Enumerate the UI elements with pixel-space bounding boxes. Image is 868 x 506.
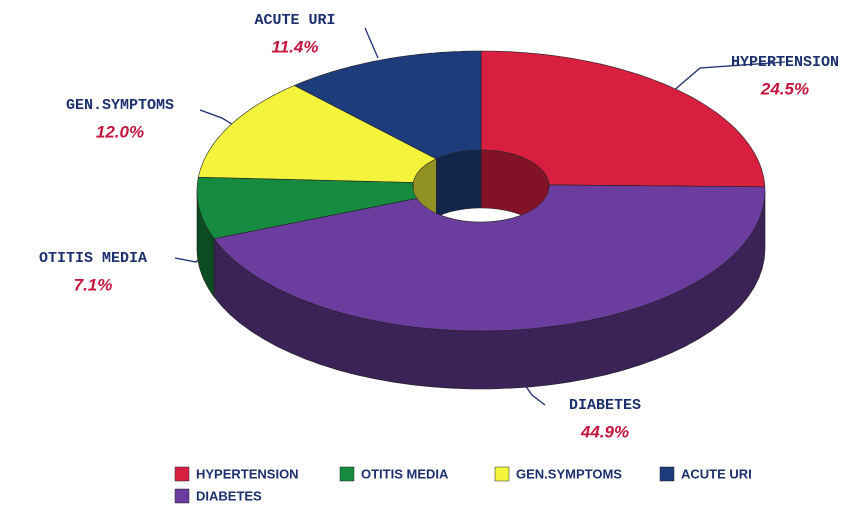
slice-value: 11.4% <box>272 37 319 56</box>
slice-inner-wall <box>436 150 482 218</box>
legend-swatch <box>659 466 675 482</box>
legend-label: DIABETES <box>196 488 262 503</box>
slice-value: 24.5% <box>760 79 809 98</box>
legend-label: ACUTE URI <box>681 466 752 481</box>
legend-label: OTITIS MEDIA <box>361 466 449 481</box>
slice-label: HYPERTENSION <box>731 54 839 71</box>
slice-value: 12.0% <box>96 122 144 141</box>
legend-label: GEN.SYMPTOMS <box>516 466 622 481</box>
legend-swatch <box>174 488 190 504</box>
slice-value: 7.1% <box>74 275 113 294</box>
leader-lines <box>174 27 786 406</box>
slice-label: DIABETES <box>569 397 641 414</box>
leader-line <box>671 61 786 93</box>
legend-label: HYPERTENSION <box>196 466 299 481</box>
leader-line <box>364 27 379 59</box>
slice-value: 44.9% <box>580 422 629 441</box>
legend-swatch <box>174 466 190 482</box>
slice-label: OTITIS MEDIA <box>39 250 147 267</box>
legend-swatch <box>339 466 355 482</box>
slice-label: ACUTE URI <box>254 12 335 29</box>
slice-label: GEN.SYMPTOMS <box>66 97 174 114</box>
legend-swatch <box>494 466 510 482</box>
